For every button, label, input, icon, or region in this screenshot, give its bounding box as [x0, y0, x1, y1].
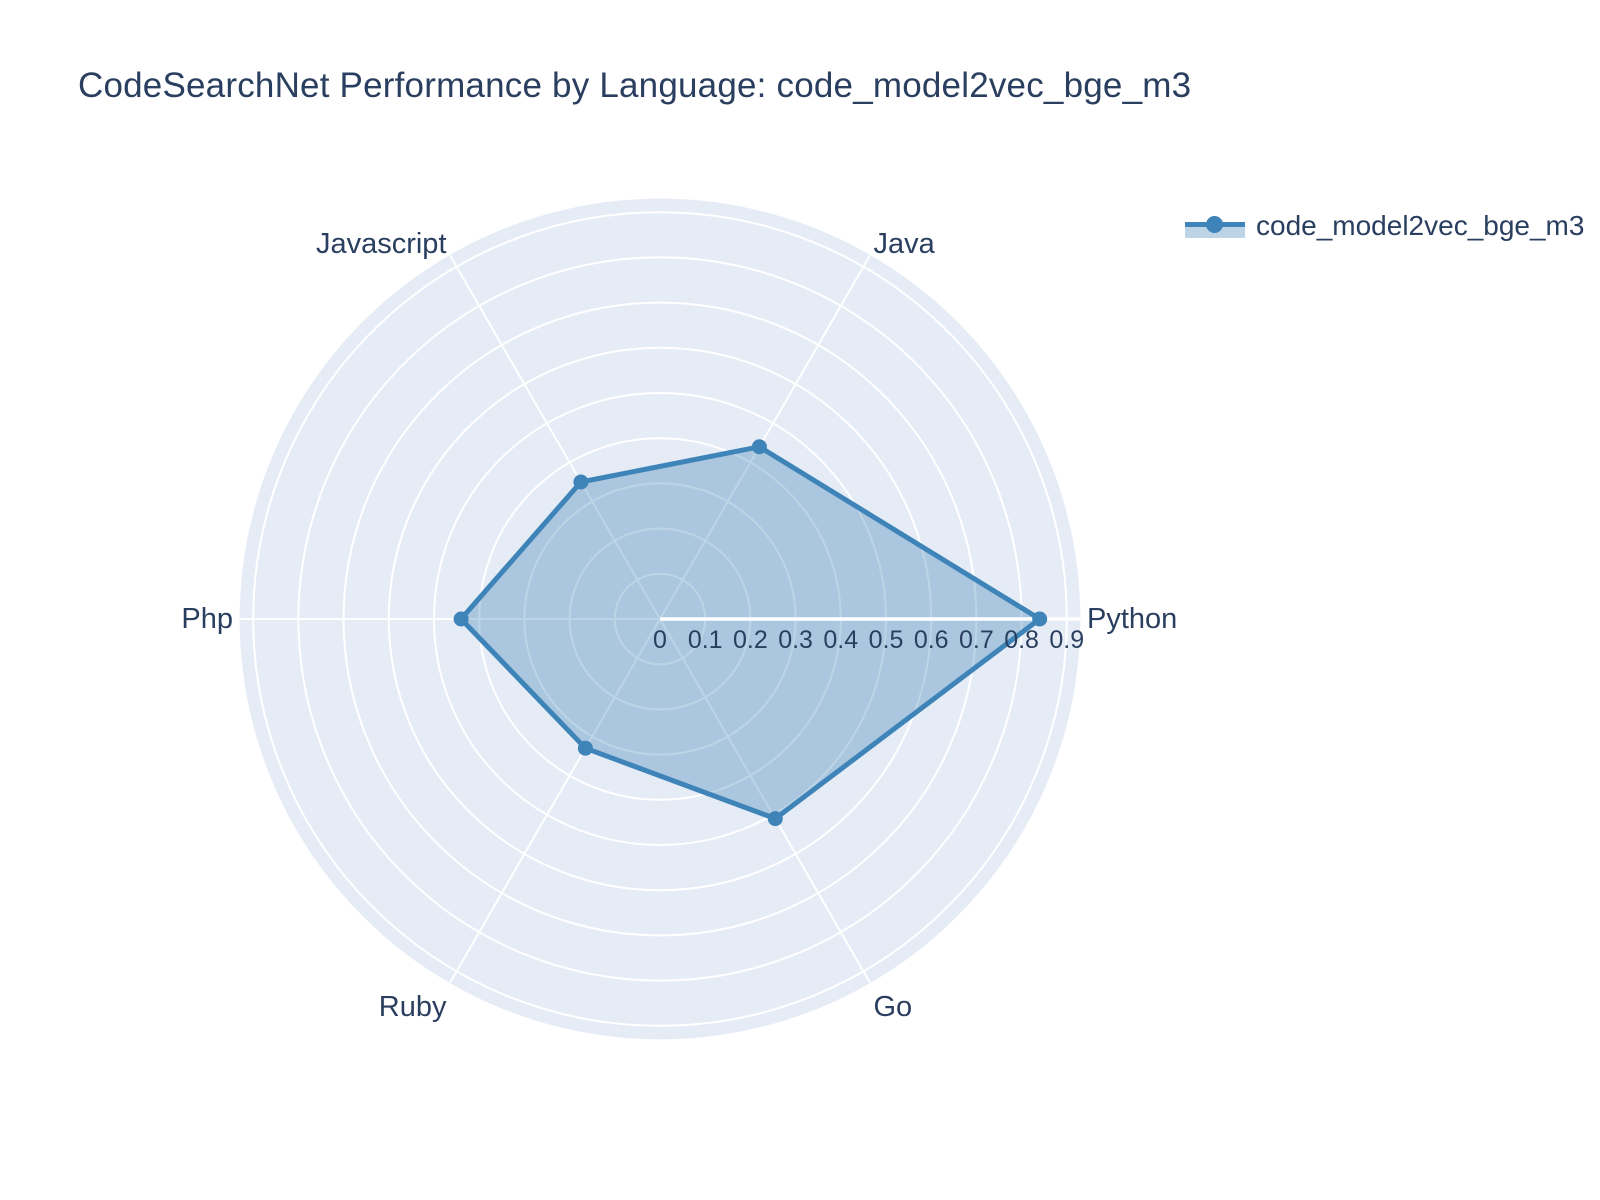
- radial-tick-label-0.2: 0.2: [733, 626, 768, 654]
- legend-swatch: [1185, 212, 1245, 240]
- angular-axis-line-javascript: [448, 254, 661, 620]
- radial-tick-label-0.7: 0.7: [959, 626, 994, 654]
- radial-tick-label-0.4: 0.4: [823, 626, 858, 654]
- angular-axis-line-java: [659, 254, 872, 620]
- legend-marker-icon: [1206, 216, 1223, 233]
- legend-item[interactable]: code_model2vec_bge_m3: [1185, 210, 1584, 242]
- category-label-java: Java: [874, 228, 936, 260]
- category-label-ruby: Ruby: [379, 991, 447, 1023]
- data-point-go[interactable]: [767, 811, 783, 827]
- data-point-php[interactable]: [453, 611, 469, 627]
- category-label-php: Php: [181, 603, 233, 635]
- legend-series-label[interactable]: code_model2vec_bge_m3: [1256, 210, 1585, 241]
- radial-tick-label-0: 0: [653, 626, 667, 654]
- data-point-java[interactable]: [751, 439, 767, 455]
- radial-tick-label-0.5: 0.5: [869, 626, 904, 654]
- data-point-javascript[interactable]: [573, 474, 589, 490]
- category-label-go: Go: [874, 991, 913, 1023]
- radial-tick-label-0.1: 0.1: [688, 626, 723, 654]
- chart-title: CodeSearchNet Performance by Language: c…: [78, 66, 1192, 105]
- angular-axis-line-go: [659, 618, 872, 984]
- category-label-javascript: Javascript: [316, 228, 447, 260]
- radial-tick-label-0.8: 0.8: [1004, 626, 1039, 654]
- category-label-python: Python: [1087, 603, 1177, 635]
- data-point-ruby[interactable]: [577, 740, 593, 756]
- radial-tick-label-0.6: 0.6: [914, 626, 949, 654]
- angular-axis-line-ruby: [448, 618, 661, 984]
- data-point-python[interactable]: [1032, 611, 1048, 627]
- radial-tick-label-0.3: 0.3: [778, 626, 813, 654]
- radial-tick-label-0.9: 0.9: [1049, 626, 1084, 654]
